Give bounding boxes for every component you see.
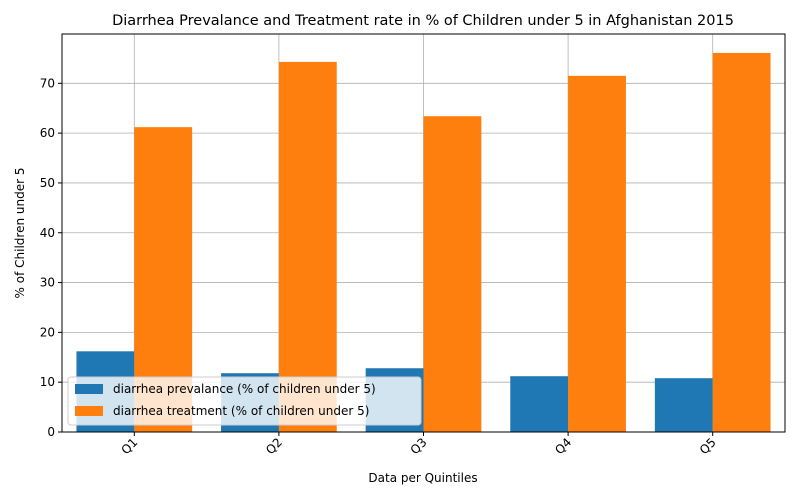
- x-tick-label: Q2: [263, 435, 285, 457]
- x-axis-label: Data per Quintiles: [368, 471, 477, 485]
- y-tick-label: 0: [47, 425, 55, 439]
- y-tick-label: 10: [40, 375, 55, 389]
- chart-title: Diarrhea Prevalance and Treatment rate i…: [112, 13, 734, 29]
- y-tick-label: 40: [40, 226, 55, 240]
- bar-prevalance: [510, 376, 569, 432]
- bar-treatment: [278, 61, 337, 432]
- bar-treatment: [712, 52, 771, 433]
- legend-swatch: [75, 406, 103, 416]
- axes: 0 10 20 30 40 50 60 70 Q1 Q2 Q3 Q4 Q5: [40, 33, 786, 457]
- legend: diarrhea prevalance (% of children under…: [67, 376, 422, 426]
- y-tick-label: 30: [40, 276, 55, 290]
- x-tick-label: Q4: [552, 435, 574, 457]
- x-tick-label: Q3: [408, 435, 430, 457]
- bar-treatment: [568, 75, 626, 433]
- x-tick-label: Q1: [118, 435, 140, 457]
- y-axis-label: % of Children under 5: [13, 168, 27, 299]
- legend-box: [67, 376, 422, 426]
- legend-label: diarrhea prevalance (% of children under…: [113, 382, 376, 396]
- y-tick-label: 50: [40, 176, 55, 190]
- legend-swatch: [75, 384, 103, 394]
- bar-treatment: [423, 116, 482, 432]
- y-tick-label: 20: [40, 325, 55, 339]
- bar-prevalance: [654, 378, 713, 432]
- y-tick-label: 60: [40, 126, 55, 140]
- y-tick-label: 70: [40, 76, 55, 90]
- legend-label: diarrhea treatment (% of children under …: [113, 404, 369, 418]
- x-tick-label: Q5: [697, 435, 719, 457]
